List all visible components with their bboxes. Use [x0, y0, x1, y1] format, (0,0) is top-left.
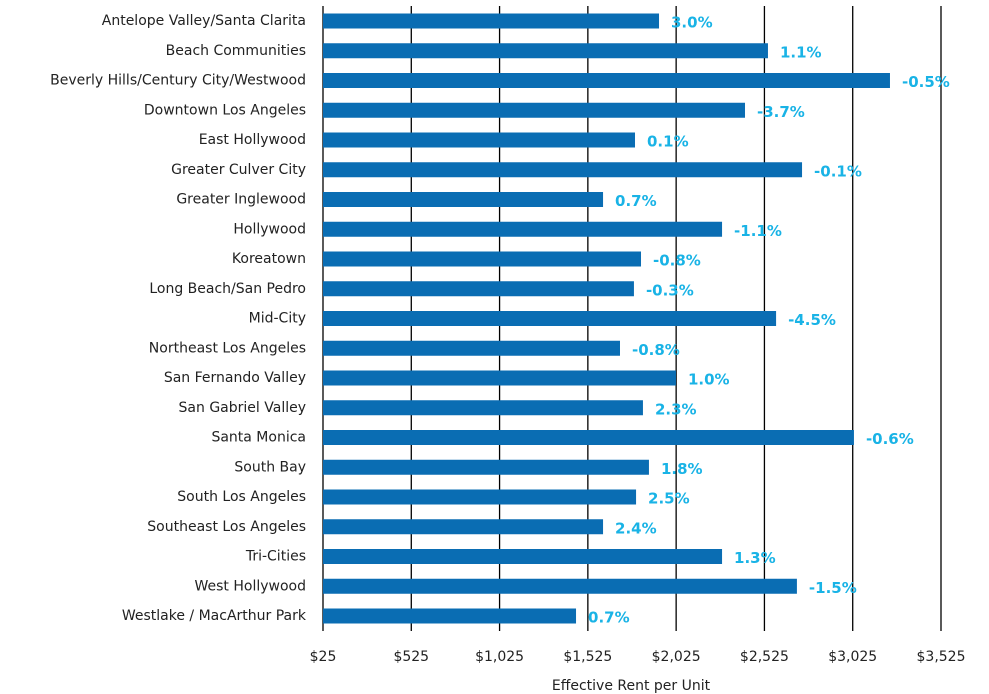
bar	[323, 192, 604, 207]
data-annotation: -0.8%	[653, 252, 701, 270]
x-tick-label: $25	[310, 649, 337, 665]
bar	[323, 340, 620, 356]
bar	[323, 13, 660, 29]
y-tick-label: San Fernando Valley	[164, 370, 306, 386]
bar	[323, 43, 768, 59]
data-annotation: -1.5%	[809, 579, 857, 597]
bar	[323, 102, 746, 118]
y-tick-label: Southeast Los Angeles	[147, 519, 306, 535]
x-tick-label: $1,025	[475, 649, 524, 665]
data-annotation: -3.7%	[757, 103, 805, 121]
y-tick-label: Mid-City	[249, 311, 306, 327]
bar	[323, 430, 854, 445]
data-annotation: 0.1%	[647, 133, 689, 151]
data-annotation: 1.8%	[661, 460, 703, 478]
data-annotation: -1.1%	[734, 222, 782, 240]
data-annotation: 2.5%	[648, 490, 690, 508]
y-tick-label: Greater Culver City	[171, 162, 306, 178]
y-tick-label: Beach Communities	[166, 43, 306, 59]
data-annotation: -0.8%	[632, 341, 680, 359]
y-tick-label: South Los Angeles	[177, 489, 306, 505]
x-tick-label: $525	[393, 649, 429, 665]
x-tick-label: $2,525	[740, 649, 789, 665]
y-tick-label: Koreatown	[232, 251, 306, 267]
y-tick-label: Antelope Valley/Santa Clarita	[102, 13, 306, 29]
bar	[323, 489, 637, 505]
data-annotation: 2.4%	[615, 519, 657, 537]
bar	[323, 608, 577, 624]
bar	[323, 281, 634, 297]
y-tick-label: Westlake / MacArthur Park	[122, 608, 307, 624]
y-tick-label: Beverly Hills/Century City/Westwood	[50, 73, 306, 89]
y-tick-label: West Hollywood	[195, 578, 307, 594]
bar	[323, 221, 723, 237]
data-annotation: 3.0%	[671, 14, 713, 32]
data-annotation: -0.5%	[902, 73, 950, 91]
data-annotation: -0.1%	[814, 162, 862, 180]
bar	[323, 519, 604, 535]
x-tick-label: $3,025	[828, 649, 877, 665]
x-tick-label: $2,025	[652, 649, 701, 665]
bar	[323, 132, 636, 148]
bar	[323, 370, 676, 386]
bar	[323, 251, 642, 267]
y-tick-label: Hollywood	[233, 221, 306, 237]
data-annotation: 1.0%	[688, 371, 730, 389]
data-annotation: 1.1%	[780, 43, 822, 61]
bar	[323, 162, 803, 178]
y-tick-label: Greater Inglewood	[176, 192, 306, 208]
y-tick-label: Long Beach/San Pedro	[149, 281, 306, 297]
y-tick-label: Tri-Cities	[245, 549, 306, 565]
bar	[323, 578, 797, 594]
y-tick-label: East Hollywood	[199, 132, 306, 148]
y-tick-label: Downtown Los Angeles	[144, 102, 306, 118]
bar	[323, 311, 777, 326]
data-annotation: 0.7%	[615, 192, 657, 210]
y-tick-label: Santa Monica	[211, 430, 306, 446]
data-annotation: -0.6%	[866, 430, 914, 448]
bar	[323, 549, 723, 564]
y-tick-label: Northeast Los Angeles	[149, 340, 306, 356]
data-annotation: -4.5%	[788, 311, 836, 329]
bar	[323, 459, 649, 475]
y-tick-label: San Gabriel Valley	[179, 400, 306, 416]
data-annotation: 2.3%	[655, 400, 697, 418]
x-tick-label: $1,525	[563, 649, 612, 665]
data-annotation: 1.3%	[734, 549, 776, 567]
bar	[323, 73, 890, 88]
x-tick-label: $3,525	[917, 649, 966, 665]
y-tick-label: South Bay	[234, 459, 306, 475]
bar	[323, 400, 643, 416]
data-annotation: 0.7%	[588, 609, 630, 627]
data-annotation: -0.3%	[646, 281, 694, 299]
x-axis-label: Effective Rent per Unit	[552, 678, 711, 694]
